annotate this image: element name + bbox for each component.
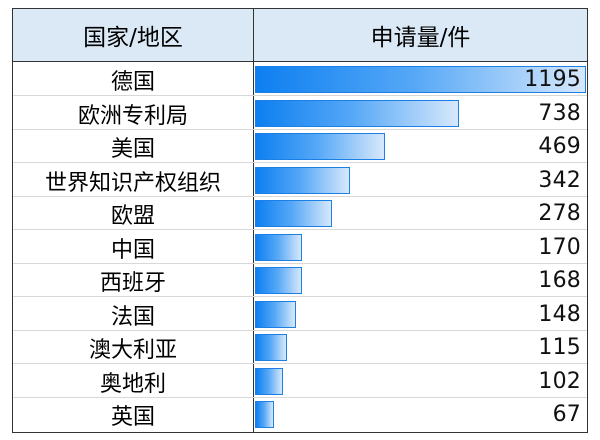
- value-label: 738: [538, 101, 581, 126]
- bar-cell: 148: [254, 298, 587, 331]
- data-bar: [255, 334, 287, 361]
- country-label: 法国: [110, 304, 155, 330]
- country-label: 西班牙: [99, 270, 166, 296]
- bar-cell: 102: [254, 365, 587, 398]
- country-label: 奥地利: [99, 371, 166, 397]
- value-label: 170: [538, 235, 581, 260]
- data-bar: [255, 368, 284, 395]
- data-bar: [255, 234, 303, 261]
- data-bar: [255, 200, 332, 227]
- value-label: 115: [538, 335, 581, 360]
- value-label: 1195: [524, 67, 581, 92]
- data-bar: [255, 133, 385, 160]
- table-row: 英国 67: [13, 398, 587, 431]
- column-divider: [253, 9, 254, 432]
- value-label: 342: [538, 168, 581, 193]
- value-label: 67: [552, 402, 581, 427]
- patent-applications-chart: 国家/地区 申请量/件 德国 1195 欧洲专利局 738 美国 469 世界知识产权组织 3…: [12, 8, 588, 433]
- value-label: 148: [538, 302, 581, 327]
- country-label: 澳大利亚: [88, 337, 177, 363]
- country-label: 中国: [110, 237, 155, 263]
- table-row: 美国 469: [13, 130, 587, 163]
- table-row: 西班牙 168: [13, 264, 587, 297]
- table-row: 澳大利亚 115: [13, 331, 587, 364]
- table-row: 欧洲专利局 738: [13, 97, 587, 130]
- data-bar: [255, 167, 350, 194]
- data-bar: [255, 401, 274, 428]
- country-label: 美国: [110, 136, 155, 162]
- country-label: 德国: [110, 69, 155, 95]
- table-row: 世界知识产权组织 342: [13, 164, 587, 197]
- country-label: 英国: [110, 404, 155, 430]
- value-label: 102: [538, 369, 581, 394]
- bar-cell: 469: [254, 130, 587, 163]
- table-row: 法国 148: [13, 298, 587, 331]
- data-bar: [255, 66, 586, 93]
- table-row: 欧盟 278: [13, 197, 587, 230]
- application-count-header: 申请量/件: [370, 25, 471, 51]
- chart-rows: 德国 1195 欧洲专利局 738 美国 469 世界知识产权组织 342 欧盟 278 中国 170…: [13, 63, 587, 432]
- bar-cell: 342: [254, 164, 587, 197]
- data-bar: [255, 267, 302, 294]
- table-header: 国家/地区 申请量/件: [13, 9, 587, 62]
- table-row: 德国 1195: [13, 63, 587, 96]
- country-label: 世界知识产权组织: [44, 170, 221, 196]
- country-header: 国家/地区: [83, 25, 183, 51]
- table-row: 奥地利 102: [13, 365, 587, 398]
- data-bar: [255, 100, 460, 127]
- table-row: 中国 170: [13, 231, 587, 264]
- value-label: 278: [538, 201, 581, 226]
- country-label: 欧盟: [110, 203, 155, 229]
- country-label: 欧洲专利局: [77, 103, 188, 129]
- bar-cell: 115: [254, 331, 587, 364]
- value-label: 168: [538, 268, 581, 293]
- bar-cell: 1195: [254, 63, 587, 96]
- value-label: 469: [538, 134, 581, 159]
- bar-cell: 168: [254, 264, 587, 297]
- bar-cell: 278: [254, 197, 587, 230]
- bar-cell: 738: [254, 97, 587, 130]
- data-bar: [255, 301, 296, 328]
- bar-cell: 170: [254, 231, 587, 264]
- bar-cell: 67: [254, 398, 587, 431]
